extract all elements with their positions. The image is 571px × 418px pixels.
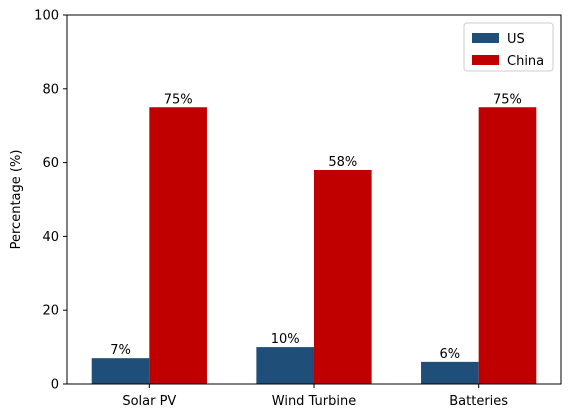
data-label: 58% bbox=[328, 155, 357, 170]
bar-us-wind-turbine bbox=[256, 347, 314, 384]
data-label: 6% bbox=[440, 347, 461, 362]
legend-swatch-china bbox=[472, 55, 499, 65]
x-tick-label: Solar PV bbox=[122, 394, 176, 409]
x-axis: Solar PV Wind Turbine Batteries bbox=[122, 384, 508, 409]
bar-china-solar-pv bbox=[149, 107, 207, 384]
x-tick-label: Batteries bbox=[449, 394, 508, 409]
y-axis-label: Percentage (%) bbox=[9, 150, 24, 250]
data-label: 7% bbox=[110, 343, 131, 358]
legend-swatch-us bbox=[472, 33, 499, 43]
bars-layer bbox=[91, 107, 537, 384]
y-tick-label: 20 bbox=[42, 304, 59, 319]
y-tick-label: 60 bbox=[42, 156, 59, 171]
data-labels-layer: 7% 75% 10% 58% 6% 75% bbox=[110, 92, 522, 362]
plot-area: 7% 75% 10% 58% 6% 75% 0 20 40 60 80 100 Solar PV Wi… bbox=[9, 9, 562, 409]
legend: US China bbox=[463, 22, 554, 72]
bar-china-batteries bbox=[478, 107, 537, 384]
bar-china-wind-turbine bbox=[314, 169, 372, 384]
y-axis: 0 20 40 60 80 100 bbox=[34, 9, 67, 393]
bar-us-batteries bbox=[421, 361, 479, 384]
y-tick-label: 100 bbox=[34, 9, 59, 24]
legend-label-us: US bbox=[507, 32, 525, 47]
data-label: 75% bbox=[164, 92, 193, 107]
bar-us-solar-pv bbox=[91, 358, 150, 384]
data-label: 75% bbox=[493, 92, 522, 107]
y-tick-label: 40 bbox=[42, 230, 59, 245]
y-tick-label: 80 bbox=[42, 82, 59, 97]
legend-label-china: China bbox=[507, 54, 544, 69]
x-tick-label: Wind Turbine bbox=[272, 394, 356, 409]
y-tick-label: 0 bbox=[51, 378, 59, 393]
data-label: 10% bbox=[271, 332, 300, 347]
